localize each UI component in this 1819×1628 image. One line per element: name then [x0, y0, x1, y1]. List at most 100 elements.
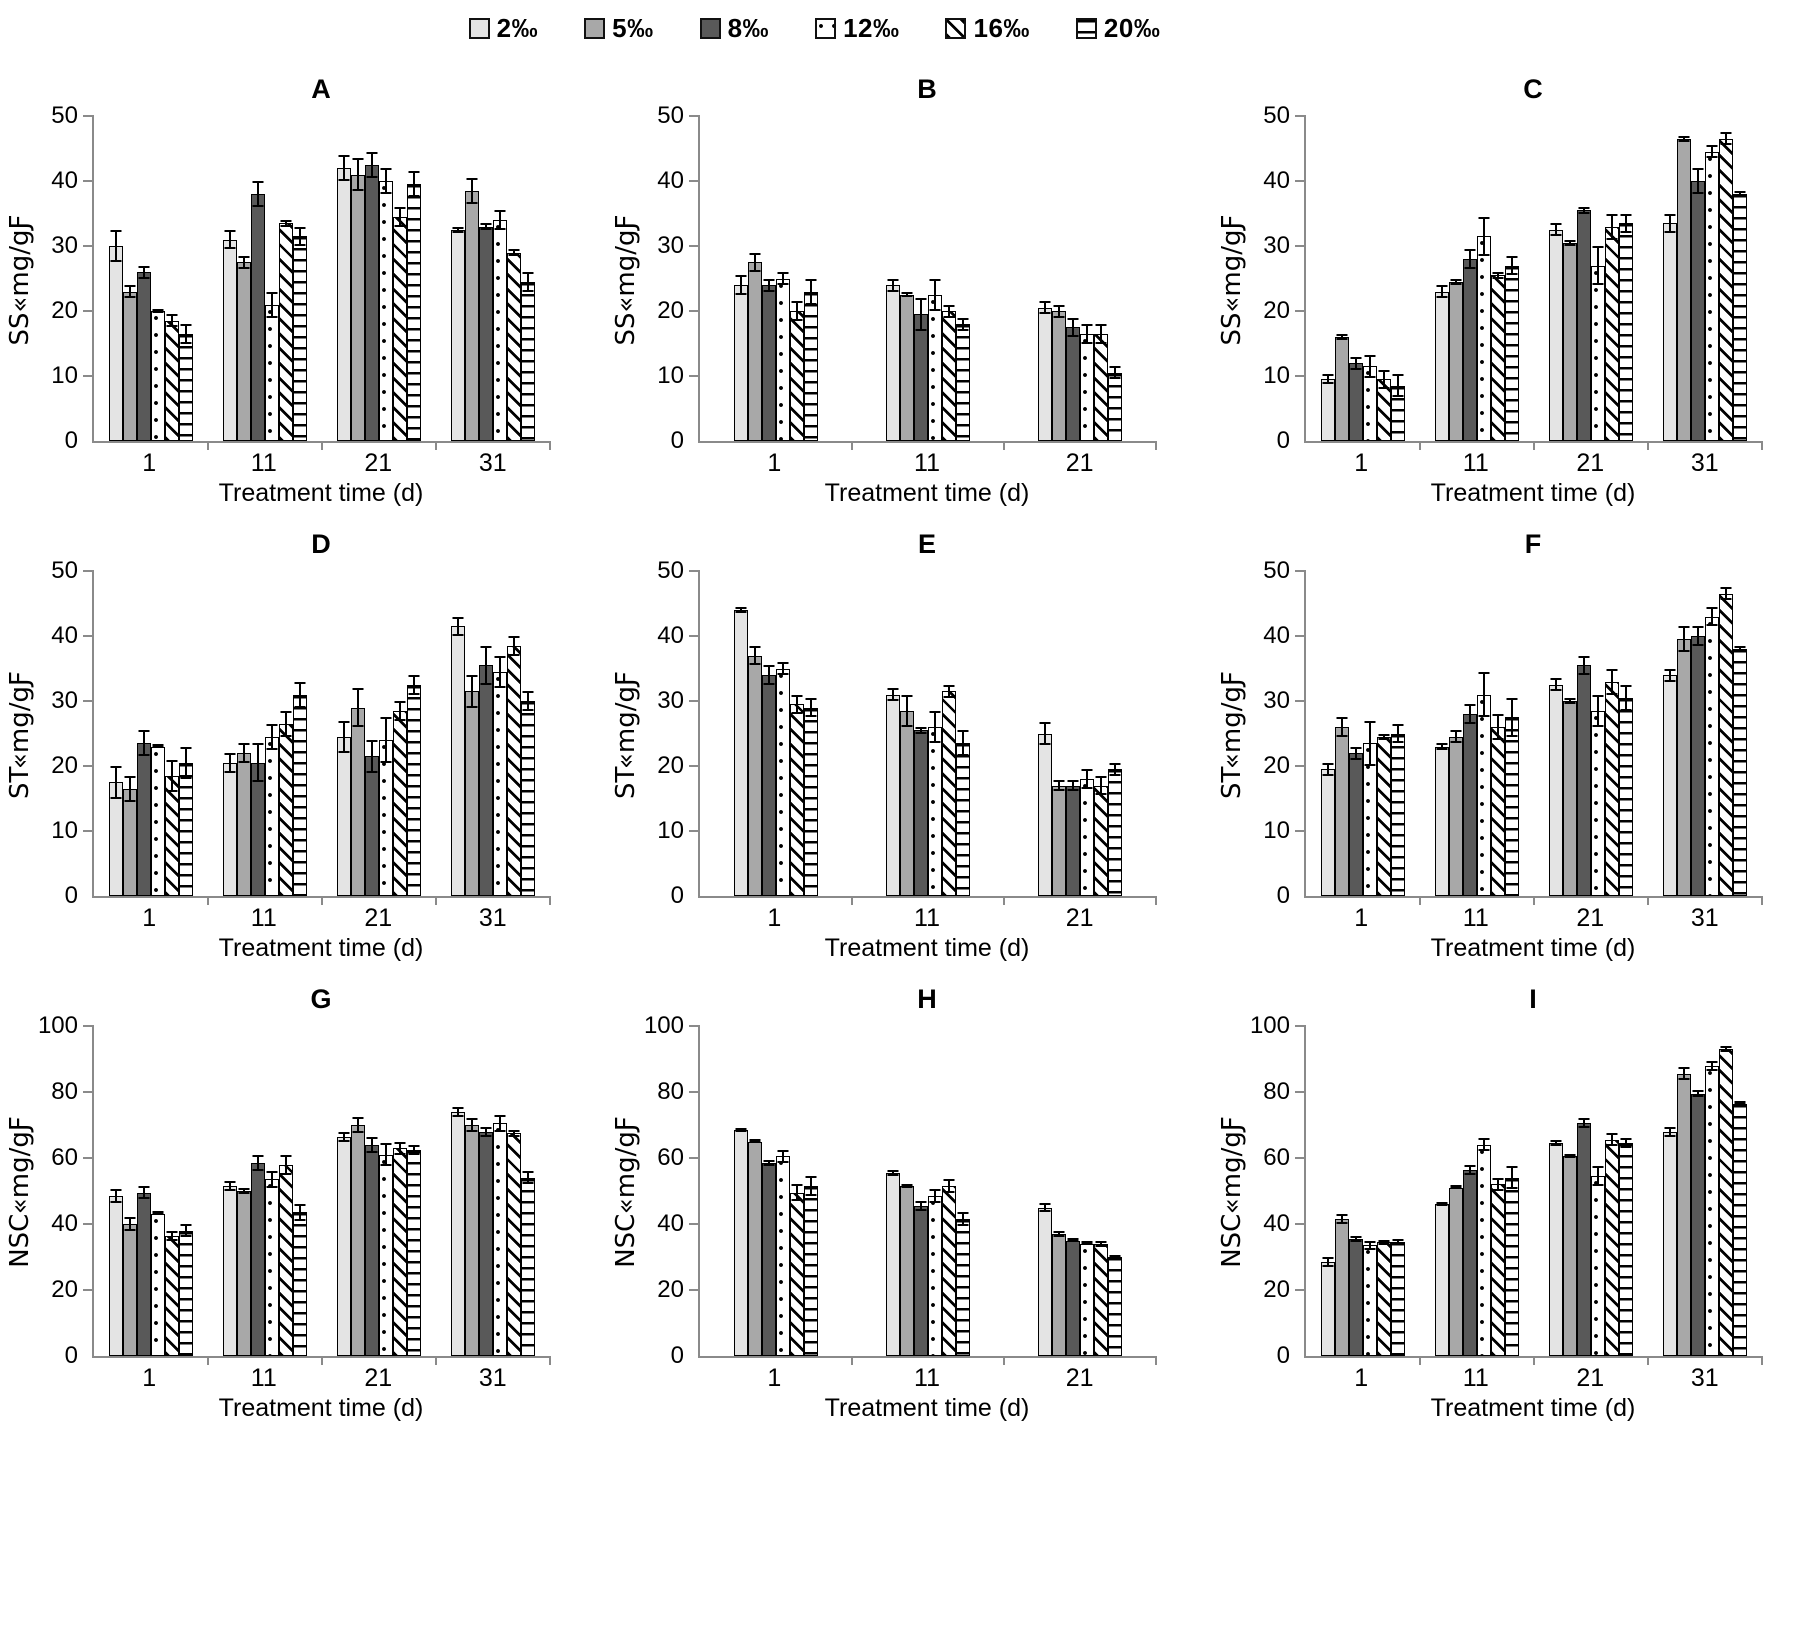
legend-swatch-icon [468, 17, 490, 39]
error-bar [887, 688, 899, 701]
y-tick-label: 60 [51, 1144, 78, 1171]
error-bar [1664, 668, 1676, 682]
y-tick-mark [83, 374, 94, 378]
bar-slot [337, 571, 351, 896]
error-bar [238, 1187, 250, 1195]
y-tick-label: 80 [51, 1078, 78, 1105]
y-tick-label: 60 [657, 1144, 684, 1171]
y-tick-label: 100 [37, 1012, 78, 1039]
bar-group-day-11 [1420, 116, 1534, 441]
error-bar [1450, 730, 1462, 744]
y-tick-label: 50 [657, 102, 684, 129]
bar-C-d31-12‰ [1705, 151, 1719, 441]
error-bar [352, 688, 364, 727]
y-tick-label: 30 [657, 687, 684, 714]
x-tick-mark [1418, 1356, 1422, 1365]
bar-slot [379, 1026, 393, 1356]
y-tick-mark [83, 114, 94, 118]
bar-A-d1-12‰ [151, 311, 165, 441]
error-bar [1436, 285, 1448, 298]
error-bar [1720, 587, 1732, 601]
bar-slot [451, 571, 465, 896]
bar-F-d11-8‰ [1463, 714, 1477, 896]
error-bar [252, 743, 264, 783]
bar-F-d21-5‰ [1563, 701, 1577, 896]
bar-I-d31-20‰ [1733, 1103, 1747, 1356]
bar-slot [1435, 116, 1449, 441]
x-tick-label: 31 [478, 1364, 507, 1392]
error-bar [366, 151, 378, 178]
x-tick-label: 21 [1065, 449, 1094, 477]
bar-E-d21-20‰ [1108, 769, 1122, 896]
error-bar [1706, 606, 1718, 627]
bar-E-d21-16‰ [1094, 785, 1108, 896]
y-tick-mark [1295, 1024, 1306, 1028]
x-tick-label: 31 [1690, 449, 1719, 477]
error-bar [408, 1144, 420, 1155]
bar-group-day-31 [436, 116, 550, 441]
bar-F-d1-2‰ [1321, 769, 1335, 896]
bar-E-d1-2‰ [734, 610, 748, 896]
error-bar [452, 226, 464, 233]
x-tick-mark [850, 441, 854, 450]
y-axis-gutter: ST«mg/gƑ [1212, 571, 1304, 898]
error-bar [152, 744, 164, 749]
bar-group-day-21 [322, 1026, 436, 1356]
bar-slot [337, 116, 351, 441]
x-axis-title: Treatment time (d) [824, 934, 1030, 962]
bar-slot [776, 571, 790, 896]
x-category-row: 1 11 21 31 [1304, 904, 1762, 932]
bar-H-d11-20‰ [956, 1219, 970, 1356]
legend-label: 2‰ [496, 12, 539, 43]
bar-slot [1349, 571, 1363, 896]
x-category-row: 1 11 21 [698, 1364, 1156, 1392]
x-tick-mark [434, 441, 438, 450]
y-tick-mark [83, 569, 94, 573]
bar-slot [762, 116, 776, 441]
legend-item-16‰: 16‰ [945, 13, 1029, 44]
plot-area: 0 10 20 30 40 50 [657, 559, 1158, 908]
x-tick-label: 1 [767, 1364, 782, 1392]
error-bar [280, 220, 292, 227]
figure-legend: 2‰ 5‰ 8‰ 12‰ 16‰ 20‰ [0, 0, 1629, 50]
bar-group-day-1 [94, 116, 208, 441]
error-bar [380, 1143, 392, 1167]
legend-item-12‰: 12‰ [815, 13, 899, 44]
bar-slot [1705, 571, 1719, 896]
bar-slot [1066, 571, 1080, 896]
bar-slot [1705, 1026, 1719, 1356]
bar-slot [1449, 116, 1463, 441]
x-tick-label: 31 [478, 449, 507, 477]
bar-C-d1-2‰ [1321, 379, 1335, 441]
bar-slot [1549, 116, 1563, 441]
x-tick-label: 11 [250, 449, 277, 477]
x-tick-label: 1 [767, 904, 782, 932]
bar-C-d31-20‰ [1733, 194, 1747, 441]
y-tick-label: 20 [51, 1276, 78, 1303]
bar-group-day-11 [1420, 571, 1534, 896]
legend-swatch-icon [945, 17, 967, 39]
error-bar [1464, 249, 1476, 269]
bar-slot [293, 116, 307, 441]
legend-item-2‰: 2‰ [468, 12, 539, 44]
bar-slot [1038, 1026, 1052, 1356]
error-bar [1606, 213, 1618, 240]
plot-wrap: SS«mg/gƑ 0 10 20 30 40 50 [606, 104, 1212, 453]
bar-slot [251, 116, 265, 441]
chart-title-G: G [310, 984, 332, 1014]
bar-slot [1505, 571, 1519, 896]
bar-slot [1052, 571, 1066, 896]
plot-area: 0 10 20 30 40 50 [1263, 104, 1764, 453]
chart-title-D: D [311, 529, 331, 559]
bar-slot [1391, 1026, 1405, 1356]
y-tick-mark [83, 764, 94, 768]
bar-slot [1549, 571, 1563, 896]
bar-G-d31-5‰ [465, 1125, 479, 1356]
bar-E-d1-5‰ [748, 655, 762, 896]
error-bar [1109, 762, 1121, 776]
x-tick-label: 21 [1065, 904, 1094, 932]
bar-H-d21-5‰ [1052, 1233, 1066, 1356]
bar-group-day-1 [700, 1026, 852, 1356]
bar-I-d11-16‰ [1491, 1184, 1505, 1356]
bar-slot [1691, 116, 1705, 441]
